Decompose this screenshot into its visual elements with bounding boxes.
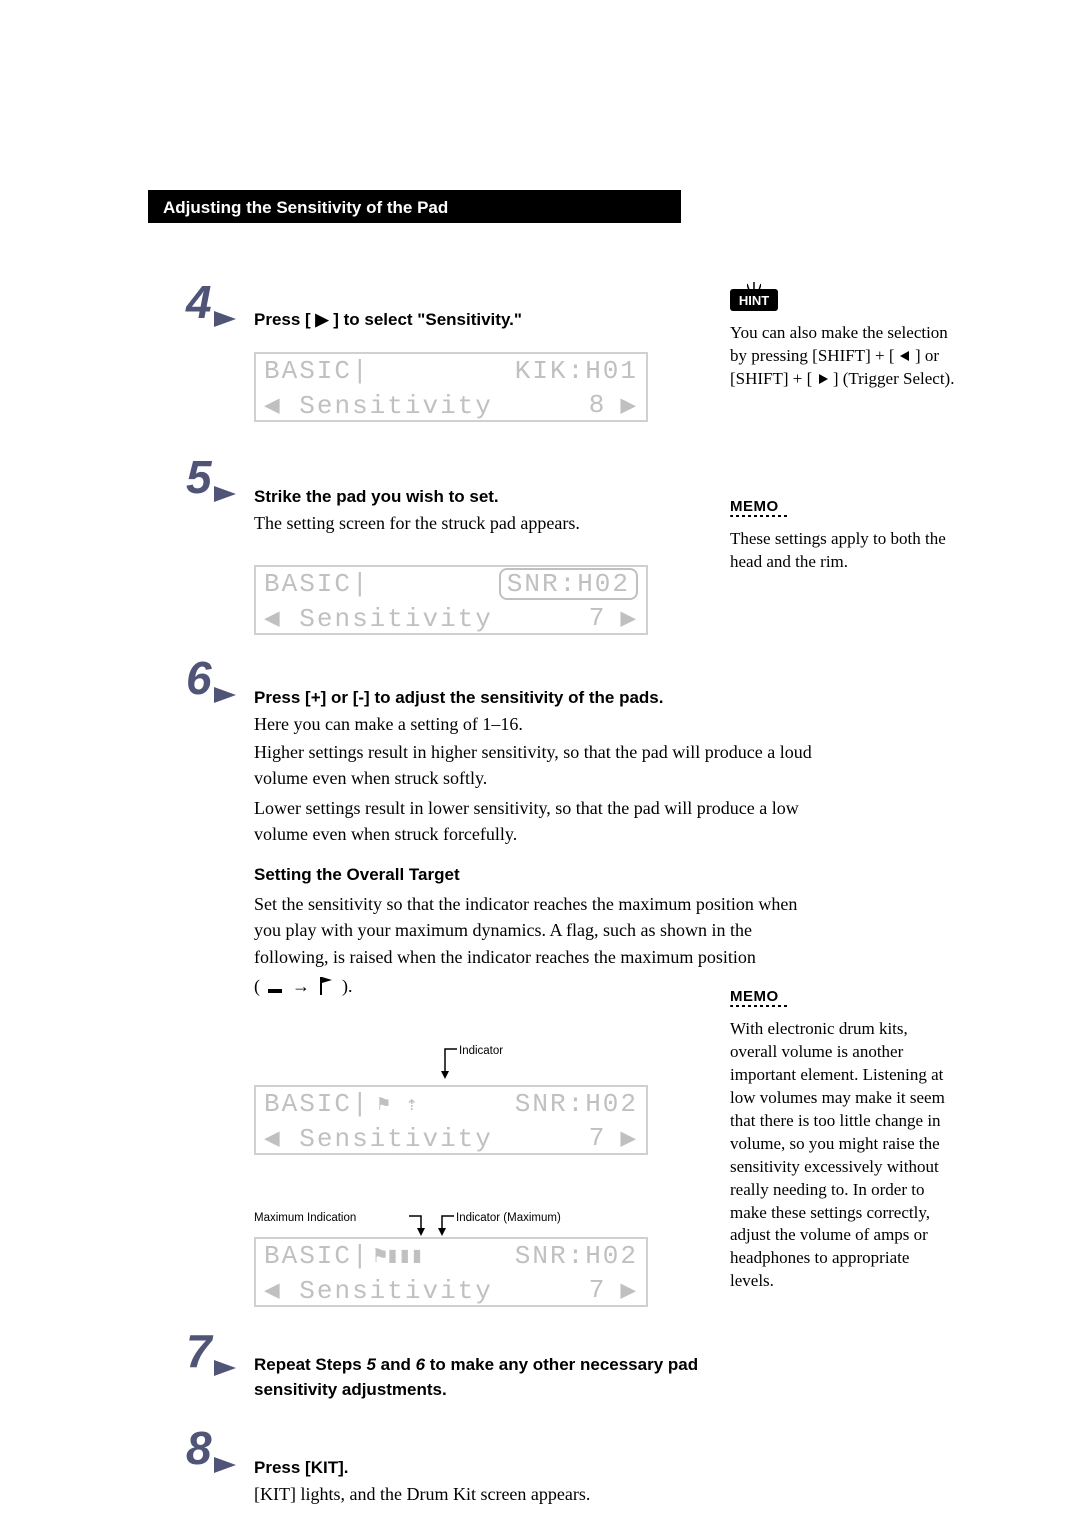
memo-badge-1-text: MEMO xyxy=(730,498,790,515)
indicator-max-label: Indicator (Maximum) xyxy=(456,1212,561,1224)
lcd-c-l1-left: BASIC| xyxy=(264,1089,370,1119)
step-marker-icon xyxy=(214,311,236,327)
max-indication-label: Maximum Indication xyxy=(254,1212,356,1224)
step-6-line-2: Higher settings result in higher sensiti… xyxy=(254,739,814,791)
lcd-c-l1-right: SNR:H02 xyxy=(515,1089,638,1119)
lcd-d-l2-right: ▶ xyxy=(620,1275,638,1306)
hint-body: You can also make the selection by press… xyxy=(730,322,955,391)
lcd-a-l2-left: ◀ Sensitivity xyxy=(264,390,493,421)
page: Adjusting the Sensitivity of the Pad 4 P… xyxy=(0,0,1080,1528)
memo2-body: With electronic drum kits, overall volum… xyxy=(730,1018,955,1293)
lcd-b-l2-val: 7 xyxy=(589,603,607,633)
lcd-a-l1-left: BASIC| xyxy=(264,356,370,386)
step-4-number: 4 xyxy=(186,275,212,329)
lcd-b-l2-left: ◀ Sensitivity xyxy=(264,603,493,634)
step-marker-icon xyxy=(214,1360,236,1376)
lcd-c-l2-val: 7 xyxy=(589,1123,607,1153)
flag-up-icon xyxy=(318,977,334,995)
wavy-underline-icon xyxy=(730,1005,790,1007)
step-5-body: Strike the pad you wish to set. The sett… xyxy=(254,487,784,534)
lcd-d-l1-left: BASIC| xyxy=(264,1241,370,1271)
step-marker-icon xyxy=(214,687,236,703)
lcd-c-l2-left: ◀ Sensitivity xyxy=(264,1123,493,1154)
lcd-b-l1-right: SNR:H02 xyxy=(499,568,638,600)
section-header: Adjusting the Sensitivity of the Pad xyxy=(148,190,681,223)
lcd-b-l1-left: BASIC| xyxy=(264,569,370,599)
step-6-line-0: Press [+] or [-] to adjust the sensitivi… xyxy=(254,688,814,708)
lcd-a-l2-val: 8 xyxy=(589,390,607,420)
step-5-line-1: The setting screen for the struck pad ap… xyxy=(254,513,784,534)
lcd-d-l1-right: SNR:H02 xyxy=(515,1241,638,1271)
step-8-line-1: [KIT] lights, and the Drum Kit screen ap… xyxy=(254,1484,784,1505)
step-4-line-0: Press [ ▶ ] to select "Sensitivity." xyxy=(254,310,784,330)
step-7-line-0: Repeat Steps 5 and 6 to make any other n… xyxy=(254,1353,784,1402)
lcd-c: BASIC| ⚑ ⇡ SNR:H02 ◀ Sensitivity 7 ▶ xyxy=(254,1085,648,1155)
lcd-d-l2-val: 7 xyxy=(589,1275,607,1305)
step-4-body: Press [ ▶ ] to select "Sensitivity." xyxy=(254,310,784,330)
step-5-line-0: Strike the pad you wish to set. xyxy=(254,487,784,507)
step-8-number: 8 xyxy=(186,1421,212,1475)
leader-line-icon xyxy=(409,1214,429,1238)
lcd-a-l1-right: KIK:H01 xyxy=(515,356,638,386)
arrow-left-icon xyxy=(899,350,911,362)
step-6-body: Press [+] or [-] to adjust the sensitivi… xyxy=(254,688,814,997)
arrow-right-icon xyxy=(817,373,829,385)
lcd-d-l1-mid: ⚑▮▮▮ xyxy=(370,1243,515,1269)
lcd-a-l2-right: ▶ xyxy=(620,390,638,421)
overall-target-heading: Setting the Overall Target xyxy=(254,865,814,885)
step-6-number: 6 xyxy=(186,651,212,705)
sparkle-icon xyxy=(747,282,761,292)
flag-low-icon xyxy=(268,977,284,995)
leader-line-icon xyxy=(441,1047,459,1081)
step-8-line-0: Press [KIT]. xyxy=(254,1458,784,1478)
step-6-line-1: Here you can make a setting of 1–16. xyxy=(254,714,814,735)
lcd-b-l2-right: ▶ xyxy=(620,603,638,634)
overall-target-body: Set the sensitivity so that the indicato… xyxy=(254,891,814,969)
leader-line-icon xyxy=(438,1214,456,1238)
hint-badge-text: HINT xyxy=(739,293,769,308)
step-6-line-3: Lower settings result in lower sensitivi… xyxy=(254,795,814,847)
indicator-label: Indicator xyxy=(459,1045,503,1057)
lcd-c-l2-right: ▶ xyxy=(620,1123,638,1154)
wavy-underline-icon xyxy=(730,515,790,517)
hint-badge: HINT xyxy=(730,289,778,311)
step-7-body: Repeat Steps 5 and 6 to make any other n… xyxy=(254,1353,784,1402)
lcd-a: BASIC| KIK:H01 ◀ Sensitivity 8 ▶ xyxy=(254,352,648,422)
step-marker-icon xyxy=(214,1457,236,1473)
memo1-body: These settings apply to both the head an… xyxy=(730,528,955,574)
lcd-c-l1-mid: ⚑ ⇡ xyxy=(370,1091,515,1117)
lcd-d: BASIC| ⚑▮▮▮ SNR:H02 ◀ Sensitivity 7 ▶ xyxy=(254,1237,648,1307)
memo-badge-2: MEMO xyxy=(730,988,790,1010)
memo-badge-1: MEMO xyxy=(730,498,790,520)
lcd-b: BASIC| SNR:H02 ◀ Sensitivity 7 ▶ xyxy=(254,565,648,635)
lcd-d-l2-left: ◀ Sensitivity xyxy=(264,1275,493,1306)
step-8-body: Press [KIT]. [KIT] lights, and the Drum … xyxy=(254,1458,784,1505)
step-7-number: 7 xyxy=(186,1324,212,1378)
memo-badge-2-text: MEMO xyxy=(730,988,790,1005)
step-marker-icon xyxy=(214,486,236,502)
section-header-text: Adjusting the Sensitivity of the Pad xyxy=(163,198,448,217)
step-5-number: 5 xyxy=(186,450,212,504)
